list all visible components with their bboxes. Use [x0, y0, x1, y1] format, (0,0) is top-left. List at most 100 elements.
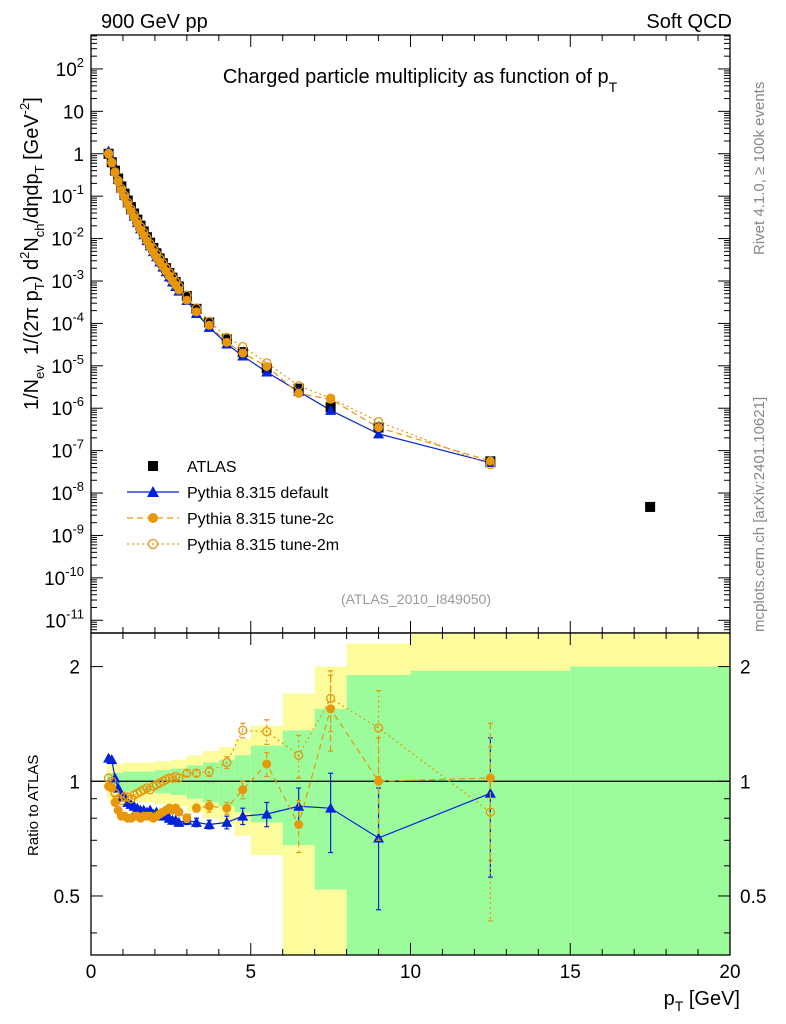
tune2m-ratio-point-28	[262, 726, 272, 737]
tune2c-ratio-point-1	[107, 783, 117, 793]
default-ratio-point-28	[261, 808, 273, 819]
default-ratio-point-24	[190, 816, 202, 827]
main-ytick-label--11: 10-11	[45, 606, 84, 632]
main-ytick-label--8: 10-8	[51, 479, 84, 505]
main-ytick-label--3: 10-3	[51, 267, 84, 293]
tune2m-ratio-point-32	[485, 807, 496, 817]
default-main-point-30	[325, 404, 337, 415]
tune2m-ratio-point-23	[182, 768, 192, 778]
tune2m-ratio-point-25	[204, 766, 214, 777]
tune2m-main-point-26	[222, 332, 232, 342]
default-ratio-point-25	[203, 819, 215, 830]
tune2m-ratio-point-22	[174, 773, 184, 783]
tune2m-main-point-25	[204, 316, 214, 327]
tune2m-ratio-point-5	[119, 792, 130, 802]
main-title-sub: T	[609, 79, 618, 95]
process-label: Soft QCD	[646, 11, 732, 33]
main-ytick-label--6: 10-6	[51, 394, 84, 420]
legend-label-data: ATLAS	[187, 459, 237, 476]
tune2c-main-point-6	[123, 200, 133, 210]
x-tick-label-0: 0	[86, 962, 97, 983]
tune2c-main-point-27	[238, 348, 248, 358]
legend-label-tune2c: Pythia 8.315 tune-2c	[187, 511, 334, 528]
x-tick-label-15: 15	[560, 962, 581, 983]
main-ylabel: 1/Nev1/(2π pT) d2Nch/dηdpT [GeV-2]	[17, 97, 47, 410]
tune2c-ratio-point-28	[262, 759, 272, 769]
tune2c-main-point-29	[294, 388, 304, 398]
tune2m-main-point-14	[148, 243, 158, 254]
tune2m-ratio-point-30	[325, 693, 336, 704]
tune2m-main-point-24	[191, 303, 202, 313]
tune2m-ratio-point-24	[191, 768, 202, 778]
tune2m-main-point-1	[107, 157, 117, 167]
legend-label-tune2m: Pythia 8.315 tune-2m	[187, 537, 339, 554]
default-main-point-31	[373, 428, 385, 439]
tune2c-ratio-point-29	[294, 820, 304, 830]
tune2c-main-line	[108, 154, 491, 462]
tune2c-ratio-point-22	[174, 807, 184, 817]
tune2c-ratio-point-23	[182, 813, 192, 823]
tune2c-ratio-point-30	[326, 704, 336, 714]
tune2m-main-point-28	[262, 358, 272, 368]
tune2m-main-point-31	[373, 416, 384, 427]
tune2m-main-point-32	[485, 460, 496, 470]
tune2m-main-point-15	[151, 249, 162, 259]
default-ratio-point-26	[221, 816, 233, 827]
tune2c-ratio-point-27	[238, 785, 248, 795]
x-tick-label-20: 20	[719, 962, 740, 983]
x-tick-label-5: 5	[245, 962, 256, 983]
band-inner-7	[218, 759, 235, 807]
default-ratio-point-27	[237, 810, 249, 821]
tune2m-main-point-30	[325, 393, 336, 403]
ratio-ytick-label-left-1: 1	[69, 772, 80, 793]
tune2m-ratio-point-26	[222, 757, 232, 768]
tune2m-ratio-point-1	[107, 776, 117, 786]
main-ytick-label--9: 10-9	[51, 521, 84, 547]
default-ratio-point-30	[325, 802, 337, 813]
main-ytick-label-0: 1	[73, 145, 84, 166]
legend-marker-tune2m	[147, 538, 159, 550]
ratio-ylabel: Ratio to ATLAS	[25, 755, 42, 856]
ratio-ytick-label-right-2: 2	[740, 658, 751, 679]
main-ytick-label--10: 10-10	[44, 564, 84, 590]
tune2m-main-point-0	[103, 148, 114, 159]
x-tick-label-10: 10	[400, 962, 421, 983]
main-title-text: Charged particle multiplicity as functio…	[223, 66, 609, 88]
tune2m-main-point-3	[113, 175, 123, 186]
rivet-version-label: Rivet 4.1.0, ≥ 100k events	[751, 82, 768, 255]
tune2c-ratio-line	[108, 707, 491, 827]
legend: ATLAS Pythia 8.315 default Pythia 8.315 tu…	[127, 459, 339, 554]
data-main-point-33	[645, 501, 656, 512]
tune2c-ratio-point-31	[374, 776, 384, 786]
ratio-ytick-label-right-0.5: 0.5	[740, 887, 766, 908]
default-ratio-point-1	[106, 754, 118, 765]
main-ytick-label-2: 102	[56, 55, 84, 81]
default-ratio-point-31	[373, 832, 385, 843]
tune2m-main-point-23	[182, 290, 192, 300]
main-ytick-label--7: 10-7	[51, 437, 84, 463]
main-ytick-label--4: 10-4	[51, 309, 84, 335]
tune2m-main-point-29	[294, 381, 304, 391]
legend-marker-tune2c	[148, 513, 158, 523]
band-inner-14	[570, 666, 730, 955]
tune2m-ratio-point-29	[294, 750, 304, 760]
ratio-ytick-label-left-0.5: 0.5	[54, 887, 80, 908]
tune2m-ratio-line	[108, 697, 491, 813]
tune2m-main-point-2	[110, 167, 120, 177]
ratio-panel: 0 5 10 15 20 0.5 0.5 1 1 2 2 Ratio to ATLAS pT [Ge…	[25, 632, 766, 1014]
analysis-id: (ATLAS_2010_I849050)	[341, 591, 491, 607]
tune2c-main-point-5	[120, 192, 130, 202]
band-inner-6	[202, 762, 219, 803]
legend-marker-data	[148, 461, 158, 471]
tune2m-ratio-point-0	[103, 773, 114, 783]
tune2m-ratio-point-19	[164, 773, 174, 783]
main-ytick-label--1: 10-1	[51, 182, 84, 208]
energy-label: 900 GeV pp	[101, 11, 208, 33]
legend-label-default: Pythia 8.315 default	[187, 485, 329, 502]
tune2c-ratio-point-25	[204, 801, 214, 811]
ratio-xlabel: pT [GeV]	[664, 988, 740, 1014]
tune2m-main-point-16	[155, 253, 165, 264]
default-main-point-28	[261, 366, 273, 377]
tune2m-main-point-17	[158, 258, 168, 268]
main-ytick-label-1: 10	[63, 102, 84, 123]
